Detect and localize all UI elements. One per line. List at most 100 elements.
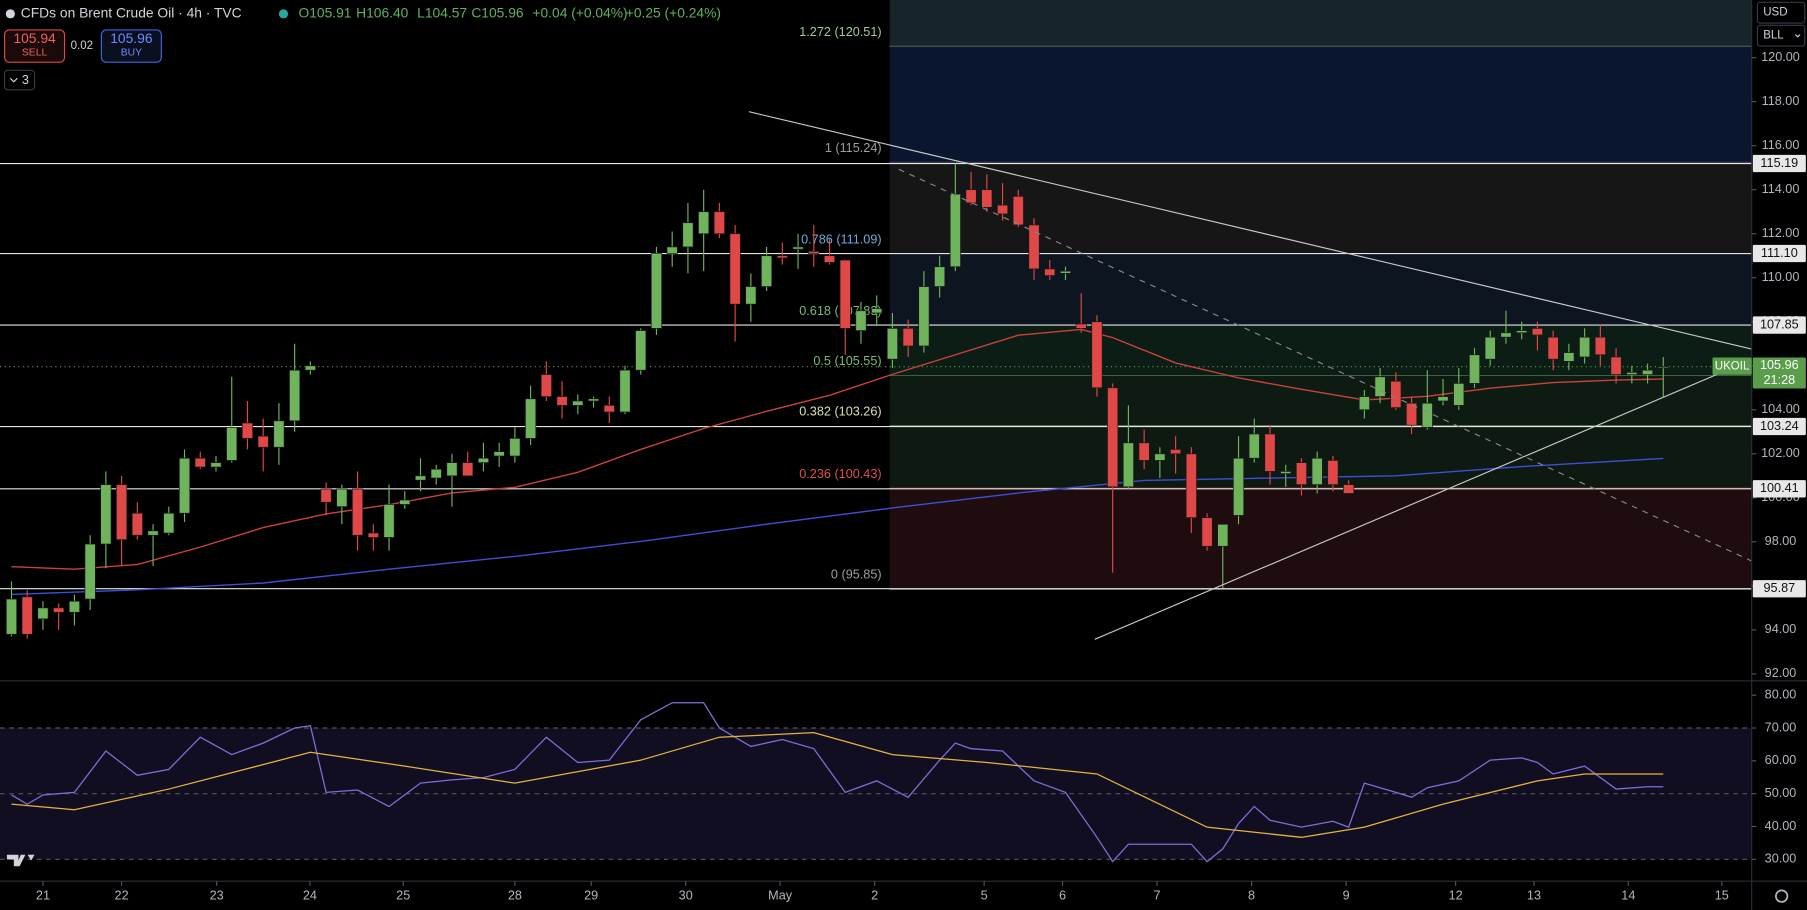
- candle-body: [37, 607, 49, 620]
- candle-body: [1044, 268, 1056, 276]
- change: +0.04 (+0.04%): [532, 4, 627, 20]
- candle-body: [273, 420, 285, 448]
- buy-button[interactable]: [100, 29, 162, 63]
- candle-body: [1138, 442, 1150, 461]
- fib-label: 0.382 (103.26): [799, 405, 881, 419]
- buy-price: 105.96: [110, 30, 153, 46]
- change: +0.25 (+0.24%): [626, 4, 721, 20]
- candle-body: [1185, 453, 1197, 518]
- candle-body: [713, 211, 725, 235]
- market-status: [278, 9, 289, 19]
- trend-line: [1094, 373, 1718, 640]
- y-tick-label: 70.00: [1765, 720, 1797, 734]
- price-line-label: 115.19: [1760, 156, 1798, 170]
- fib-zone: [889, 375, 1752, 427]
- candle-body: [446, 462, 458, 477]
- x-tick-label: 23: [210, 889, 224, 903]
- x-tick-label: 15: [1715, 889, 1729, 903]
- y-tick-label: 98.00: [1765, 534, 1797, 548]
- candle-body: [210, 462, 222, 468]
- candle-body: [556, 396, 568, 406]
- y-tick-label: 92.00: [1765, 666, 1797, 680]
- candle-body: [1075, 323, 1087, 329]
- candle-body: [776, 255, 788, 259]
- y-tick-label: 112.00: [1762, 226, 1800, 240]
- candle-body: [808, 250, 820, 254]
- candle-body: [1028, 224, 1040, 270]
- price-line-tag: [1752, 480, 1806, 498]
- x-tick-label: 8: [1248, 889, 1255, 903]
- open: O105.91: [298, 4, 351, 20]
- y-tick-label: 94.00: [1765, 622, 1797, 636]
- candle-body: [1406, 402, 1418, 426]
- candle-body: [1500, 332, 1512, 338]
- candle-body: [792, 246, 804, 250]
- fib-zone: [889, 253, 1752, 326]
- y-tick-label: 80.00: [1765, 688, 1797, 702]
- symbol-label: UKOIL: [1715, 361, 1750, 373]
- unit-button[interactable]: [1756, 24, 1806, 47]
- sell-button[interactable]: [4, 29, 66, 63]
- candle-body: [1437, 396, 1449, 402]
- price-line-label: 111.10: [1761, 246, 1798, 260]
- price-line-tag: [1752, 316, 1806, 334]
- candle-body: [100, 484, 112, 545]
- x-tick-label: 29: [584, 889, 598, 903]
- candle-body: [131, 512, 143, 536]
- candle-body: [336, 488, 348, 507]
- rsi-line: [11, 731, 1664, 838]
- price-line-tag: [1752, 244, 1806, 263]
- symbol-icon: [5, 9, 15, 19]
- candle-body: [619, 369, 631, 413]
- candle-body: [84, 543, 96, 600]
- candle-body: [934, 266, 946, 287]
- data-layer: [5, 163, 1669, 863]
- close: C105.96: [471, 4, 524, 20]
- high: H106.40: [356, 4, 409, 20]
- fib-label: 0.236 (100.43): [799, 467, 881, 481]
- currency-button[interactable]: [1756, 1, 1806, 24]
- chevron-icon: [1795, 34, 1801, 38]
- unit: BLL: [1763, 30, 1784, 42]
- x-tick-label: 12: [1449, 889, 1463, 903]
- indicators-toggle[interactable]: [4, 69, 36, 91]
- currency: USD: [1763, 7, 1787, 19]
- candle-body: [414, 475, 427, 481]
- x-tick-label: 22: [115, 889, 129, 903]
- candle-body: [1012, 195, 1024, 226]
- candle-body: [823, 255, 836, 263]
- y-tick-label: 104.00: [1761, 402, 1800, 416]
- x-tick-label: May: [768, 889, 793, 903]
- candle-body: [1579, 336, 1591, 358]
- candle-body: [304, 365, 316, 371]
- candle-body: [855, 310, 867, 331]
- moving-average: [11, 457, 1664, 596]
- candle-body: [1107, 387, 1119, 488]
- candle-body: [1390, 380, 1402, 408]
- last-price-tag: [1752, 357, 1806, 389]
- candle-body: [1374, 376, 1386, 397]
- price-line-tag: [1752, 154, 1806, 173]
- buy-label: BUY: [121, 48, 142, 59]
- x-tick-label: 30: [679, 889, 693, 903]
- candle-body: [965, 189, 977, 204]
- candle-body: [650, 253, 663, 329]
- settings-icon[interactable]: [1775, 889, 1789, 903]
- candle-body: [241, 422, 253, 439]
- rsi-line: [11, 702, 1664, 863]
- fib-label: 1 (115.24): [825, 141, 882, 155]
- y-tick-label: 114.00: [1762, 182, 1800, 196]
- fib-label: 0.786 (111.09): [801, 232, 881, 246]
- x-tick-label: 13: [1527, 889, 1541, 903]
- fib-zone: [889, 325, 1752, 376]
- candle-body: [981, 189, 993, 208]
- candle-body: [226, 427, 238, 461]
- candle-body: [603, 405, 615, 413]
- candle-body: [163, 512, 175, 534]
- candle-body: [399, 499, 411, 505]
- candle-body: [493, 451, 505, 457]
- candle-body: [1217, 523, 1229, 547]
- spread: 0.02: [71, 40, 93, 52]
- candle-body: [1280, 471, 1292, 474]
